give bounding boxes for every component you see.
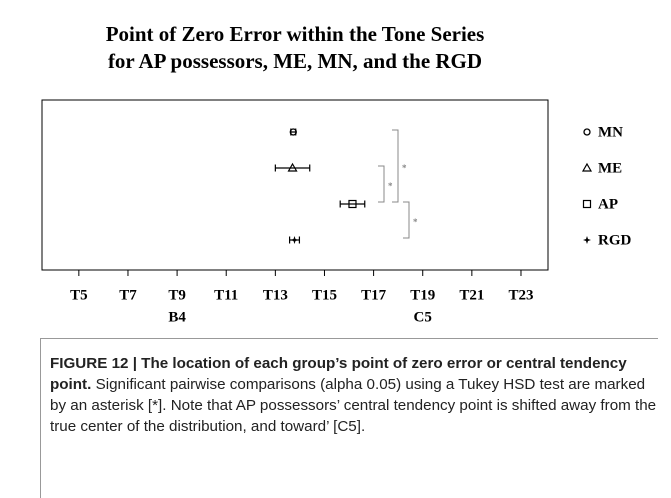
data-point <box>287 162 298 172</box>
legend-marker <box>581 162 593 172</box>
error-bar <box>274 164 311 172</box>
x-tick-label: T19 <box>410 287 435 303</box>
x-sublabel: B4 <box>168 309 186 325</box>
significance-label: * <box>402 163 407 173</box>
x-tick-label: T15 <box>312 287 337 303</box>
plot-frame <box>41 99 549 271</box>
legend-label: ME <box>598 160 622 176</box>
significance-bracket <box>403 201 410 239</box>
legend-label: AP <box>598 196 618 212</box>
x-tick-label: T23 <box>508 287 533 303</box>
data-point <box>290 236 299 244</box>
x-tick-label: T17 <box>361 287 387 303</box>
significance-bracket <box>392 129 399 203</box>
chart: Point of Zero Error within the Tone Seri… <box>41 22 632 325</box>
data-point <box>289 128 297 136</box>
caption: FIGURE 12 | The location of each group’s… <box>40 338 658 498</box>
chart-title: for AP possessors, ME, MN, and the RGD <box>108 49 482 73</box>
caption-text: Significant pairwise comparisons (alpha … <box>50 376 657 435</box>
x-tick-label: T21 <box>459 287 484 303</box>
error-bar <box>339 200 366 208</box>
x-tick-label: T11 <box>214 287 238 303</box>
legend-marker <box>582 199 592 209</box>
x-sublabel: C5 <box>414 309 432 325</box>
significance-bracket <box>378 165 385 203</box>
legend-label: MN <box>598 124 623 140</box>
x-tick-label: T9 <box>168 287 186 303</box>
significance-label: * <box>413 217 418 227</box>
chart-title: Point of Zero Error within the Tone Seri… <box>106 22 485 46</box>
significance-label: * <box>388 181 393 191</box>
legend-marker <box>583 128 591 136</box>
x-tick-label: T13 <box>263 287 288 303</box>
data-point <box>348 199 357 209</box>
legend-marker <box>583 236 591 244</box>
legend-label: RGD <box>598 232 632 248</box>
x-tick-label: T5 <box>70 287 88 303</box>
caption-label: FIGURE 12 | The location of each group’s… <box>50 355 627 393</box>
x-tick-label: T7 <box>119 287 137 303</box>
